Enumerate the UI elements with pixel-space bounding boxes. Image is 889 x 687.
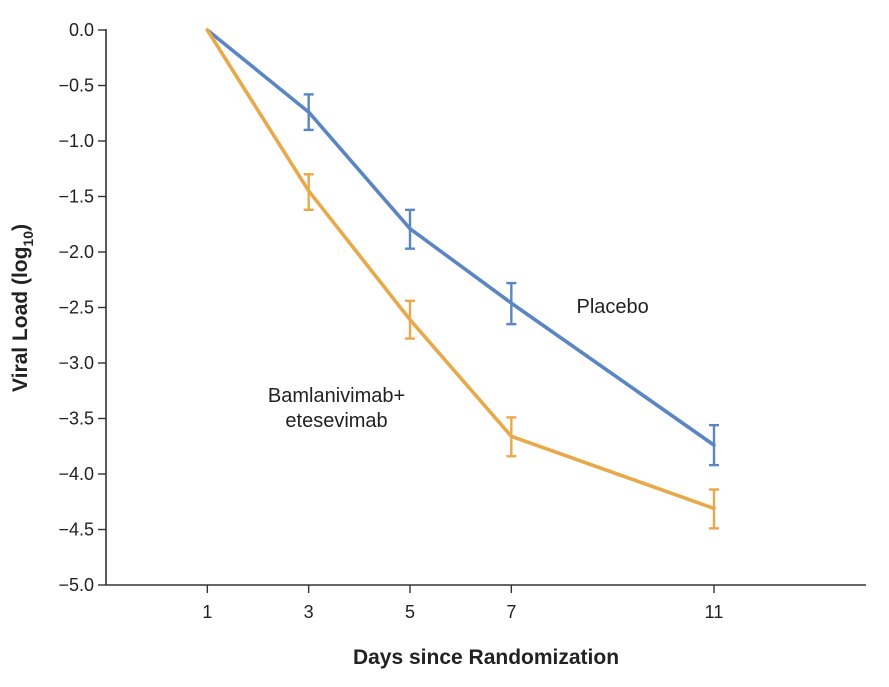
series-0 [205,28,719,467]
error-bar [506,281,517,326]
y-tick-label: −2.5 [58,298,94,318]
axes [105,29,866,586]
y-tick-label: −4.0 [58,464,94,484]
y-tick-label: −1.5 [58,187,94,207]
x-tick-label: 5 [405,602,415,622]
series-label-line: Bamlanivimab+ [268,385,405,407]
series-line [205,28,716,447]
error-bar [303,93,314,132]
error-bar [405,299,415,340]
error-bar [709,423,719,467]
error-bar [405,208,415,250]
y-tick-label: −5.0 [58,575,94,595]
series-labels: Placebo Bamlanivimab+ etesevimab [268,296,649,432]
error-bar [506,416,517,458]
series-1 [205,28,719,530]
y-tick-label: 0.0 [69,20,94,40]
x-tick-label: 1 [202,602,212,622]
y-tick-label: −3.0 [58,353,94,373]
series-label: Bamlanivimab+ etesevimab [268,385,405,432]
y-axis-title-subscript: 10 [20,231,36,247]
x-tick-label: 7 [506,602,516,622]
x-tick-label: 3 [304,602,314,622]
y-tick-label: −4.5 [58,520,94,540]
y-axis-title-close: ) [9,224,32,231]
error-bar [709,488,719,530]
error-bar [303,173,314,212]
x-tick-label: 11 [705,602,724,622]
x-axis-ticks: 1 3 5 7 11 [202,585,723,622]
y-tick-label: −0.5 [58,76,94,96]
x-axis-title: Days since Randomization [353,646,619,669]
y-tick-label: −3.5 [58,409,94,429]
y-tick-label: −1.0 [58,131,94,151]
series-group [205,28,719,530]
series-label-line: Placebo [577,296,649,318]
series-label-line: etesevimab [285,410,387,432]
series-label: Placebo [577,296,649,318]
y-tick-label: −2.0 [58,242,94,262]
y-axis-title: Viral Load (log10) [9,224,36,392]
series-line [205,28,716,511]
y-axis-title-main: Viral Load (log [9,247,32,392]
y-axis-ticks: 0.0 −0.5 −1.0 −1.5 −2.0 −2.5 −3.0 −3.5 −4.0 −4.5 −… [58,20,106,595]
